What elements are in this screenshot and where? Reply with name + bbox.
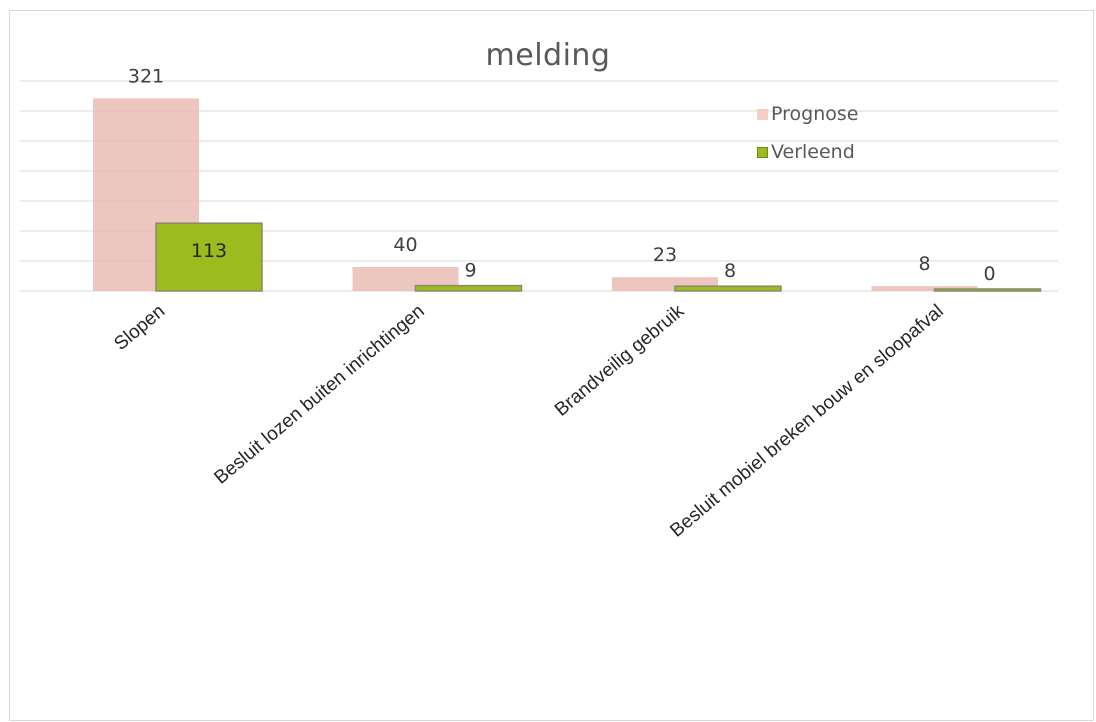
data-labels: 321 113 40 9 23 8 8 0: [128, 65, 996, 285]
legend-swatch-prognose: [757, 108, 768, 120]
legend-label-prognose: Prognose: [771, 103, 859, 125]
data-label-verleend-3: 0: [983, 263, 995, 285]
bar-verleend-2: [674, 285, 782, 292]
data-label-prognose-2: 23: [653, 244, 677, 266]
data-label-prognose-0: 321: [128, 65, 164, 87]
legend-label-verleend: Verleend: [771, 141, 855, 163]
bar-prognose-3: [871, 286, 978, 291]
bars: [93, 98, 1042, 292]
legend-item-prognose: Prognose: [757, 102, 858, 126]
bar-verleend-1: [414, 284, 523, 292]
legend-item-verleend: Verleend: [757, 140, 858, 164]
data-label-verleend-2: 8: [724, 260, 736, 282]
data-label-prognose-3: 8: [918, 253, 930, 275]
chart-title: melding: [485, 38, 611, 73]
category-label-2: Brandveilig gebruik: [551, 300, 689, 420]
data-label-verleend-0: 113: [191, 240, 227, 262]
category-label-1: Besluit lozen buiten inrichtingen: [211, 301, 429, 489]
category-label-3: Besluit mobiel breken bouw en sloopafval: [666, 301, 947, 542]
legend-swatch-verleend: [757, 146, 768, 158]
data-label-verleend-1: 9: [464, 260, 476, 282]
category-labels: Slopen Besluit lozen buiten inrichtingen B…: [110, 300, 947, 541]
data-label-prognose-1: 40: [393, 234, 417, 256]
bar-verleend-0: [155, 222, 263, 292]
legend: Prognose Verleend: [757, 102, 858, 178]
category-label-0: Slopen: [110, 301, 169, 355]
bar-verleend-3: [933, 288, 1042, 292]
